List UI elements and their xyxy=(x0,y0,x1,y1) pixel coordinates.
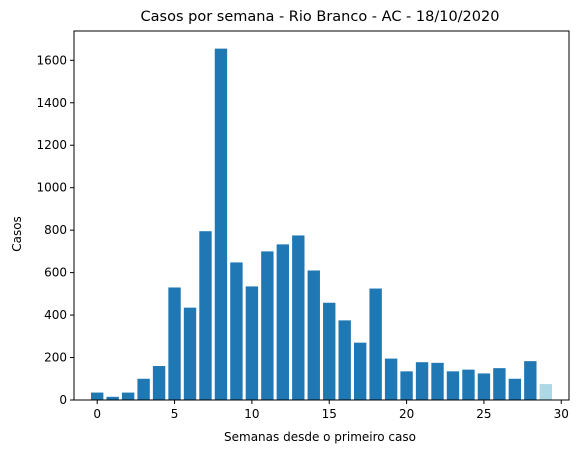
bar-week-16 xyxy=(338,320,351,400)
bar-week-13 xyxy=(292,235,305,400)
x-tick-label: 15 xyxy=(322,407,337,421)
bar-week-10 xyxy=(245,286,259,400)
y-tick-label: 600 xyxy=(44,266,67,280)
bar-week-27 xyxy=(508,378,522,400)
bar-week-28 xyxy=(524,361,537,400)
bar-week-8 xyxy=(214,48,228,400)
bar-week-11 xyxy=(261,251,274,400)
bar-week-4 xyxy=(152,366,166,400)
bar-week-14 xyxy=(307,270,320,400)
y-tick-label: 200 xyxy=(44,351,67,365)
x-tick-label: 20 xyxy=(399,407,414,421)
bar-week-23 xyxy=(446,371,460,400)
x-tick-label: 30 xyxy=(554,407,569,421)
bar-week-26 xyxy=(493,368,506,400)
bar-week-2 xyxy=(121,392,135,400)
bar-week-5 xyxy=(168,287,181,400)
bar-week-15 xyxy=(323,302,336,400)
bars-group xyxy=(91,48,552,400)
bar-week-19 xyxy=(384,358,398,400)
bar-week-9 xyxy=(230,262,243,400)
bar-week-0 xyxy=(91,392,104,400)
x-tick-label: 0 xyxy=(93,407,101,421)
bar-week-18 xyxy=(369,288,382,400)
bar-week-6 xyxy=(183,307,197,400)
y-axis-ticks: 0 200 400 600 800 1000 1200 1400 1600 xyxy=(36,53,74,407)
bar-week-24 xyxy=(462,369,475,400)
y-tick-label: 1600 xyxy=(36,53,67,67)
x-axis-label: Semanas desde o primeiro caso xyxy=(224,430,416,444)
y-tick-label: 1000 xyxy=(36,181,67,195)
y-tick-label: 0 xyxy=(59,393,67,407)
bar-week-3 xyxy=(137,378,150,400)
y-tick-label: 800 xyxy=(44,223,67,237)
bar-week-25 xyxy=(477,373,491,400)
bar-week-22 xyxy=(431,362,444,400)
bar-week-17 xyxy=(353,342,367,400)
bar-week-20 xyxy=(400,371,413,400)
x-axis-ticks: 0 5 10 15 20 25 30 xyxy=(93,400,569,421)
bar-week-12 xyxy=(276,244,290,400)
y-tick-label: 1400 xyxy=(36,96,67,110)
bar-week-7 xyxy=(199,231,212,400)
x-tick-label: 25 xyxy=(476,407,491,421)
bar-week-21 xyxy=(415,362,429,400)
x-tick-label: 5 xyxy=(171,407,179,421)
y-axis-label: Casos xyxy=(10,216,24,252)
plot-frame xyxy=(73,30,570,401)
chart-title: Casos por semana - Rio Branco - AC - 18/… xyxy=(141,9,500,25)
y-tick-label: 400 xyxy=(44,308,67,322)
x-tick-label: 10 xyxy=(244,407,259,421)
y-tick-label: 1200 xyxy=(36,138,67,152)
bar-week-1 xyxy=(106,396,119,400)
bar-week-29 xyxy=(539,384,552,400)
